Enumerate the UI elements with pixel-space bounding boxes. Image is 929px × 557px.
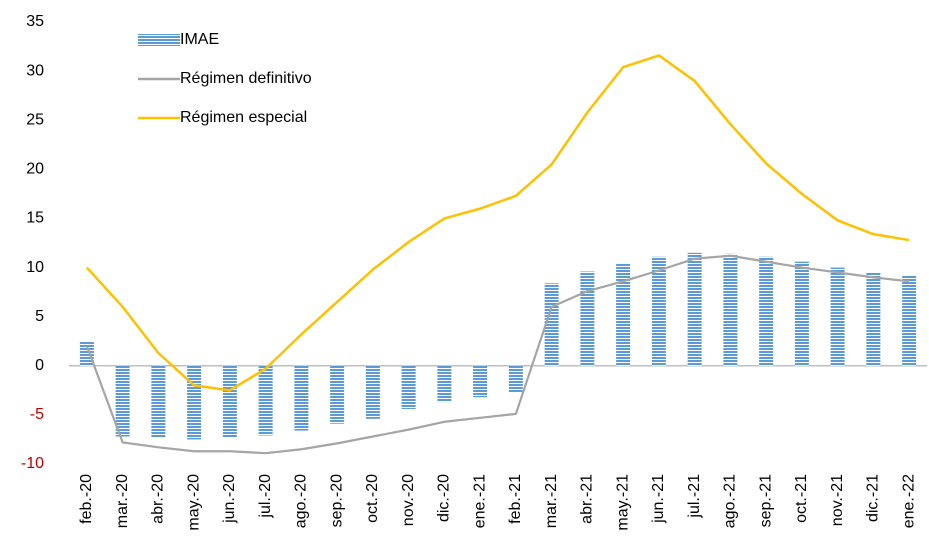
x-tick-label: dic.-20: [436, 474, 453, 522]
bar: [294, 365, 309, 431]
bar: [401, 365, 416, 409]
x-tick-label: abr.-20: [150, 474, 167, 524]
x-tick-label: feb.-20: [78, 474, 95, 524]
x-tick-label: nov.-21: [829, 474, 846, 526]
y-tick-label: -10: [21, 455, 44, 472]
bar: [258, 365, 273, 436]
x-tick-label: sep.-20: [328, 474, 345, 527]
bar: [616, 263, 631, 366]
legend-label: IMAE: [180, 31, 219, 48]
bar: [115, 365, 130, 437]
x-tick-label: oct.-21: [793, 474, 810, 523]
x-tick-label: jul.-21: [686, 474, 703, 519]
x-tick-label: may.-20: [185, 474, 202, 531]
bar: [544, 283, 559, 366]
legend-swatch: [138, 34, 180, 46]
bar: [187, 365, 202, 440]
line: [85, 254, 910, 455]
x-tick-label: ene.-21: [471, 474, 488, 528]
y-tick-label: 0: [35, 357, 44, 374]
bar: [723, 253, 738, 366]
x-tick-label: jul.-20: [257, 474, 274, 519]
bar: [508, 365, 523, 393]
y-tick-label: 5: [35, 308, 44, 325]
bar: [79, 341, 94, 366]
bar: [794, 261, 809, 366]
y-tick-label: 35: [26, 13, 44, 30]
y-tick-label: 15: [26, 210, 44, 227]
x-tick-label: abr.-21: [579, 474, 596, 524]
x-tick-label: ago.-21: [722, 474, 739, 528]
x-tick-label: may.-21: [614, 474, 631, 531]
y-tick-label: 30: [26, 62, 44, 79]
x-tick-label: sep.-21: [757, 474, 774, 527]
x-tick-label: jun.-21: [650, 474, 667, 524]
legend-label: Régimen definitivo: [180, 70, 312, 87]
bar: [687, 252, 702, 366]
bar: [866, 272, 881, 366]
x-tick-label: ene.-22: [900, 474, 917, 528]
bar: [473, 365, 488, 398]
bar: [330, 365, 345, 424]
line: [85, 54, 910, 392]
bar: [651, 256, 666, 366]
bar: [830, 267, 845, 366]
bar: [759, 256, 774, 366]
bar: [222, 365, 237, 438]
bar: [580, 271, 595, 366]
y-tick-label: 10: [26, 259, 44, 276]
legend-label: Régimen especial: [180, 109, 307, 126]
x-tick-label: ago.-20: [293, 474, 310, 528]
x-tick-label: mar.-20: [114, 474, 131, 528]
x-tick-label: feb.-21: [507, 474, 524, 524]
x-tick-label: nov.-20: [400, 474, 417, 526]
bar: [437, 365, 452, 403]
x-tick-label: oct.-20: [364, 474, 381, 523]
y-tick-label: -5: [30, 406, 44, 423]
x-tick-label: dic.-21: [865, 474, 882, 522]
y-tick-label: 20: [26, 161, 44, 178]
bar: [151, 365, 166, 438]
x-tick-label: jun.-20: [221, 474, 238, 524]
bar: [365, 365, 380, 419]
x-tick-label: mar.-21: [543, 474, 560, 528]
y-tick-label: 25: [26, 111, 44, 128]
bar: [902, 275, 917, 366]
